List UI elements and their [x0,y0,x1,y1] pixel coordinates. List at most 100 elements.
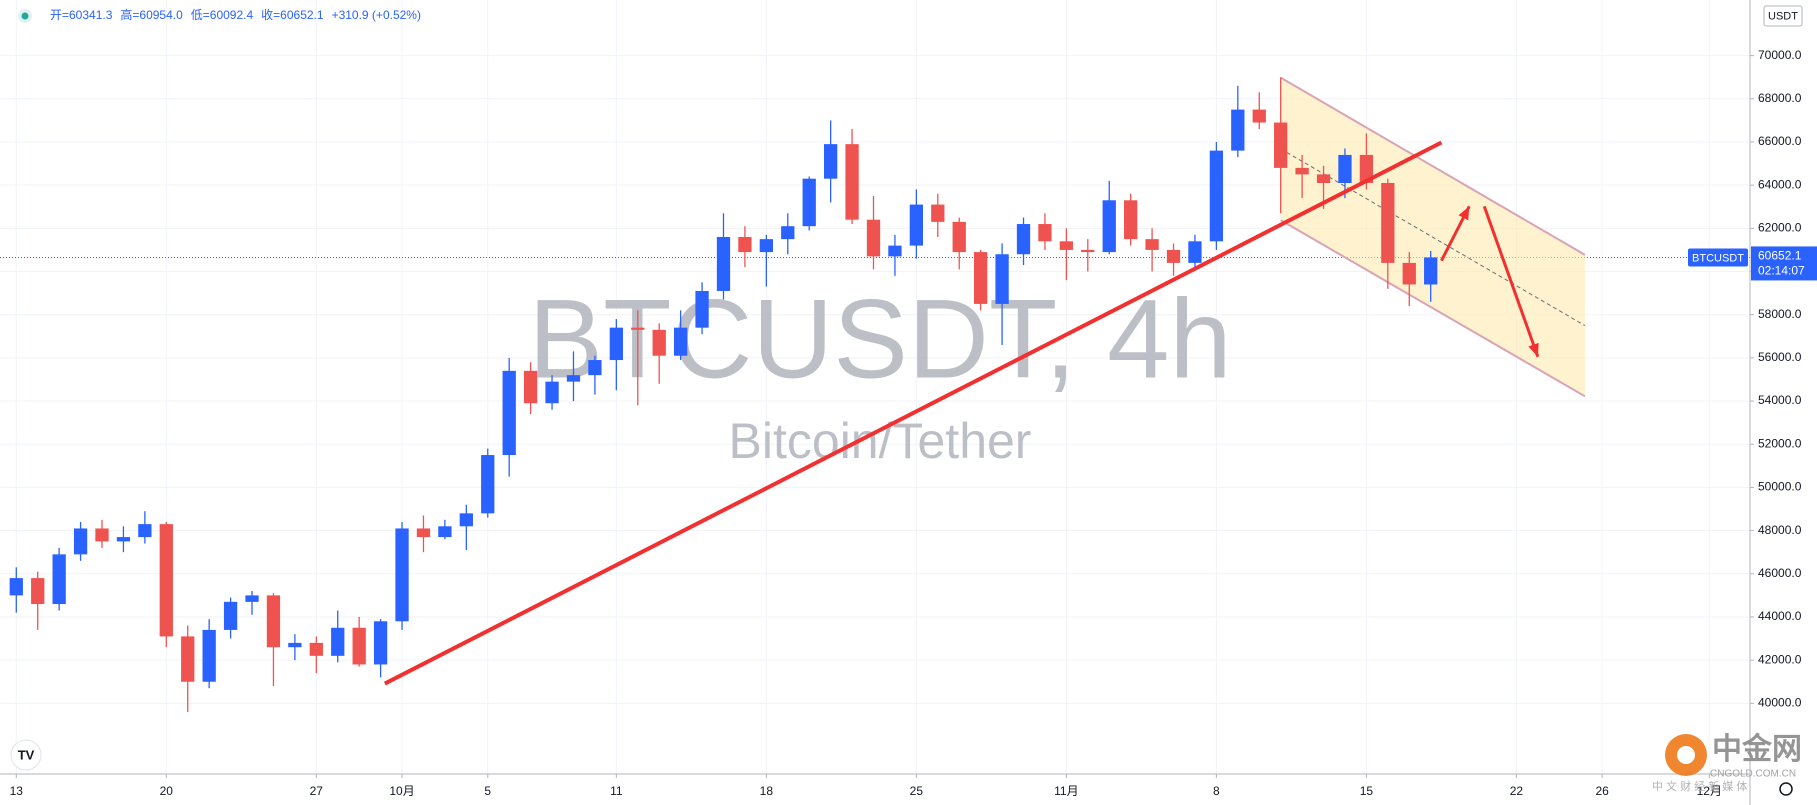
candle-body [1102,200,1116,253]
ohlc-legend: 开=60341.3 高=60954.0 低=60092.4 收=60652.1 +310… [50,7,421,22]
candle-body [1424,257,1438,285]
ohlc-item: +310.9 (+0.52%) [332,8,421,22]
tv-logo-text: TV [18,747,35,762]
candle-body [1124,200,1138,240]
cngold-name: 中金网 [1712,732,1802,766]
candle-body [995,254,1009,304]
candle-body [52,554,66,605]
cngold-watermark: 中金网 CNGOLD.COM.CN 中 文 财 经 新 媒 体 [1652,732,1802,793]
x-tick-label: 26 [1595,784,1609,798]
x-tick-label: 8 [1213,784,1220,798]
candle-body [116,537,131,542]
candle-body [223,601,238,630]
candle-body [759,239,773,253]
candle-body [352,627,366,665]
candles [9,77,1438,712]
axes: 40000.0 42000.0 44000.0 46000.0 48000.0 50000… [10,48,1817,798]
candle-body [481,455,495,514]
candle-body [502,370,516,456]
candle-body [888,245,902,257]
candle-body [523,370,538,404]
last-price-label: 60652.1 [1758,249,1802,263]
candle-body [716,236,731,291]
candle-body [31,578,45,605]
x-tick-label: 20 [160,784,174,798]
candle-body [609,327,623,361]
y-tick-label: 42000.0 [1758,652,1802,666]
candle-body [1252,109,1266,123]
candle-body [695,290,709,328]
candle-body [9,578,23,596]
x-tick-label: 27 [310,784,324,798]
drawings [383,140,1540,686]
currency-box[interactable] [1763,5,1803,27]
channel-median [1280,148,1586,327]
countdown: 02:14:07 [1758,264,1805,278]
x-tick-label: 18 [760,784,774,798]
candle-body [181,636,195,682]
x-tick-label: 5 [484,784,491,798]
candle-body [1059,241,1074,250]
y-tick-label: 62000.0 [1758,221,1802,235]
channel-upper [1280,76,1586,256]
y-tick-label: 70000.0 [1758,48,1802,62]
x-tick-label: 15 [1360,784,1374,798]
y-tick-label: 56000.0 [1758,350,1802,364]
candle-body [1081,249,1095,253]
candle-body [245,595,259,602]
candle-body [1381,183,1395,263]
drawings [1280,76,1586,398]
candle-body [373,621,388,665]
candle-body [781,226,795,240]
candle-body [1338,154,1352,184]
candle-body [1274,122,1288,168]
candle-body [738,236,752,253]
x-tick-label: 12月 [1697,784,1722,798]
watermark-title: BTCUSDT, 4h [528,277,1231,402]
candle-body [1145,239,1159,250]
candle-body [438,526,452,538]
y-tick-label: 68000.0 [1758,91,1802,105]
settings-icon[interactable] [1779,782,1793,796]
y-tick-label: 66000.0 [1758,134,1802,148]
cngold-icon [1677,746,1695,764]
tv-logo[interactable] [10,739,42,771]
candle-body [566,375,581,382]
candle-body [331,627,345,656]
candle-body [1209,150,1224,242]
y-tick-label: 40000.0 [1758,696,1802,710]
watermark-subtitle: Bitcoin/Tether [729,413,1032,469]
candle-body [588,360,602,376]
candle-body [545,381,559,404]
candle-body [802,178,816,227]
candle-body [416,528,431,538]
candle-body [288,642,302,648]
ohlc-item: 开=60341.3 [50,8,113,22]
x-tick-label: 25 [910,784,924,798]
candle-body [652,329,666,356]
candle-body [266,595,281,648]
x-tick-label: 13 [10,784,24,798]
cngold-slogan: 中 文 财 经 新 媒 体 [1652,779,1747,793]
candle-body [95,528,109,542]
arrow [1482,205,1540,358]
candle-body [673,327,688,356]
ohlc-item: 高=60954.0 [120,7,183,22]
arrow-head [1528,342,1539,357]
status-icon [21,12,29,20]
x-tick-label: 22 [1510,784,1524,798]
x-tick-label: 11月 [1054,784,1078,798]
y-tick-label: 46000.0 [1758,566,1802,580]
y-tick-label: 48000.0 [1758,523,1802,537]
candle-body [1166,249,1181,263]
candle-body [1316,174,1331,184]
candle-body [1038,224,1052,242]
candle-body [845,144,859,220]
cngold-domain: CNGOLD.COM.CN [1710,769,1796,780]
y-tick-label: 44000.0 [1758,609,1802,623]
candle-body [974,252,988,304]
candle-body [1188,241,1202,263]
y-tick-label: 58000.0 [1758,307,1802,321]
candle-body [1402,262,1416,285]
